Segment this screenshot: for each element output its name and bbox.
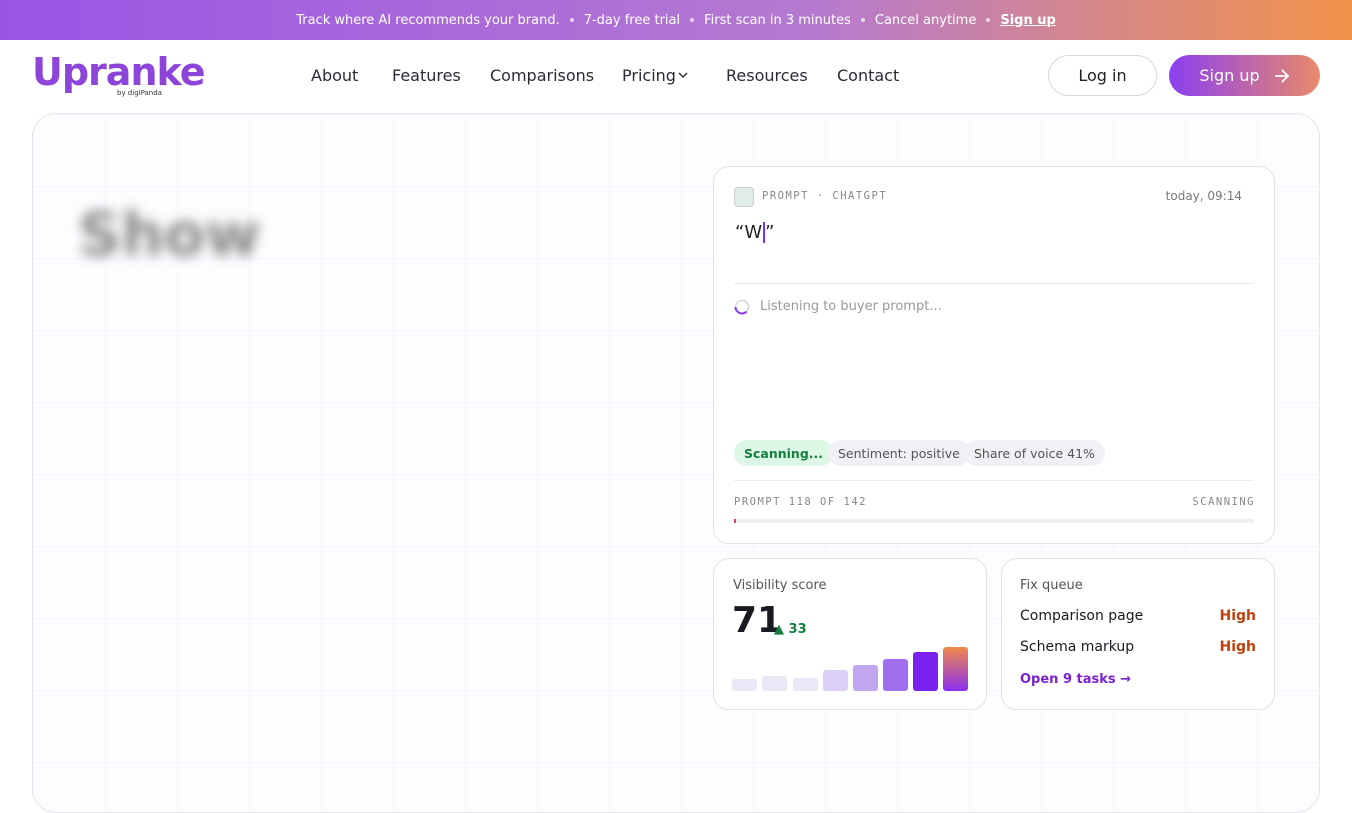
bar <box>913 652 938 691</box>
signup-button[interactable]: Sign up <box>1169 55 1320 96</box>
visibility-card <box>713 558 987 710</box>
divider <box>734 480 1254 481</box>
progress-track <box>734 519 1254 523</box>
fix-item: Comparison page <box>1020 608 1144 624</box>
spinner <box>734 299 750 315</box>
priority: High <box>1219 639 1256 655</box>
quote: ” <box>765 222 775 243</box>
card-title: Fix queue <box>1020 578 1083 593</box>
progress-label: PROMPT 118 OF 142 <box>734 496 867 508</box>
bar <box>793 678 818 691</box>
separator <box>690 18 695 22</box>
chatgpt-icon <box>734 187 754 207</box>
nav-link[interactable]: Pricing <box>622 66 676 85</box>
hero-heading: Show <box>78 200 261 270</box>
nav-link[interactable]: Comparisons <box>490 66 595 85</box>
score: 71 <box>732 600 783 641</box>
fix-item: Schema markup <box>1020 639 1135 655</box>
typed-text: “W <box>735 222 763 243</box>
separator <box>569 18 574 22</box>
nav-link[interactable]: Contact <box>837 66 900 85</box>
bar <box>853 665 878 691</box>
tag: Scanning... <box>734 440 834 466</box>
fix-queue-card <box>1001 558 1275 710</box>
banner-text: 7-day free trial <box>583 12 681 28</box>
login-button[interactable]: Log in <box>1048 55 1157 96</box>
card-title: Visibility score <box>733 578 827 593</box>
separator <box>860 18 865 22</box>
tag: Share of voice 41% <box>964 440 1105 466</box>
button-label: Sign up <box>1199 66 1260 85</box>
score-delta: ▲ 33 <box>774 622 807 637</box>
chevron <box>678 72 688 79</box>
arrow-icon <box>1274 68 1289 83</box>
progress-fill <box>734 519 736 523</box>
mini-chart <box>732 645 972 691</box>
promo-banner: Track where AI recommends your brand. 7-… <box>0 0 1352 40</box>
banner-text: Track where AI recommends your brand. <box>296 12 560 28</box>
banner-text: Cancel anytime <box>874 12 977 28</box>
nav-link[interactable]: Resources <box>726 66 808 85</box>
banner-link[interactable]: Sign up <box>1000 12 1056 28</box>
bar <box>943 647 968 691</box>
bar <box>823 670 848 691</box>
nav-link[interactable]: Features <box>392 66 461 85</box>
prompt-label: PROMPT · CHATGPT <box>762 190 888 202</box>
bar <box>883 659 908 691</box>
bar <box>732 679 757 691</box>
status-text: Listening to buyer prompt... <box>760 299 942 314</box>
progress-state: SCANNING <box>1192 496 1255 508</box>
tasks-link[interactable]: Open 9 tasks → <box>1020 672 1132 687</box>
button-label: Log in <box>1078 66 1127 85</box>
prompt-text: “W” <box>735 222 774 243</box>
nav-link[interactable]: About <box>311 66 359 85</box>
banner-text: First scan in 3 minutes <box>704 12 851 28</box>
divider <box>734 283 1254 284</box>
tag: Sentiment: positive <box>828 440 970 466</box>
prompt-time: today, 09:14 <box>1165 189 1242 203</box>
logo-subtitle: by digiPanda <box>117 89 162 97</box>
priority: High <box>1219 608 1256 624</box>
prompt-card <box>713 166 1275 544</box>
logo[interactable]: Upranke <box>32 50 206 94</box>
bar <box>762 676 787 691</box>
separator <box>986 18 991 22</box>
